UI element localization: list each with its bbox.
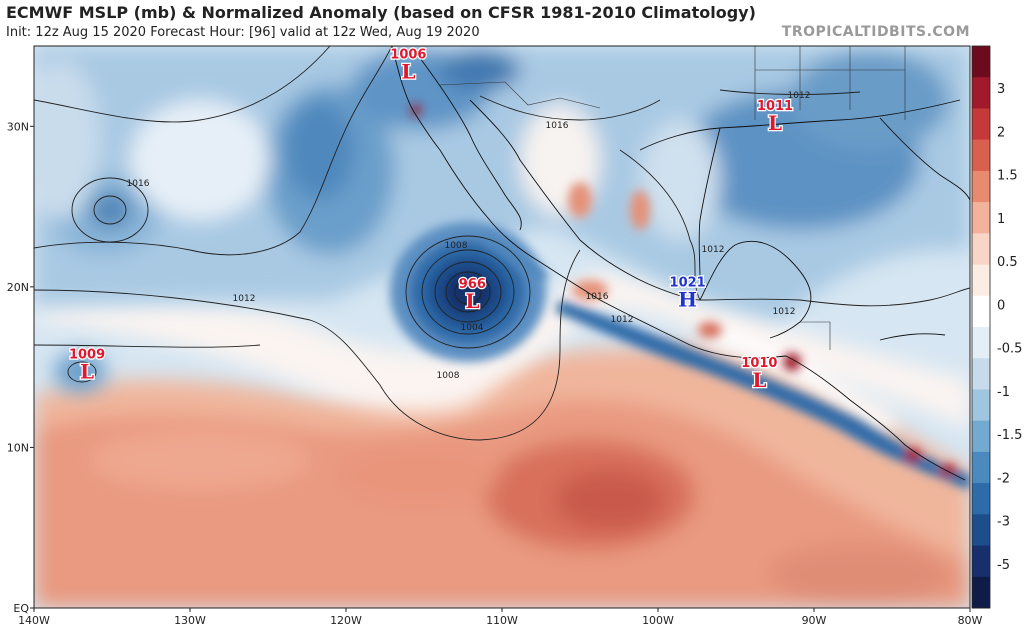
lon-tick-label: 130W [174, 614, 206, 627]
colorbar-swatch [972, 514, 990, 547]
colorbar-swatch [972, 46, 990, 78]
isobar-label: 1008 [437, 371, 460, 381]
coastlines [391, 46, 970, 481]
colorbar: 3 2 1.5 1 0.5 0 -0.5 -1 -1.5 -2 -3 -5 [971, 45, 1022, 609]
lon-tick-label: 80W [958, 614, 983, 627]
lon-tick-label: 140W [18, 614, 50, 627]
system-pressure-label: 1011 [757, 99, 793, 114]
latitude-axis: EQ 10N 20N 30N [7, 120, 34, 615]
chart-title: ECMWF MSLP (mb) & Normalized Anomaly (ba… [6, 3, 756, 22]
colorbar-tick-label: 0 [997, 298, 1005, 313]
colorbar-tick-label: -5 [997, 558, 1010, 573]
warm-anomaly-field [34, 345, 970, 608]
system-pressure-label: 1009 [69, 348, 105, 363]
isobar-label: 1012 [773, 307, 796, 317]
colorbar-tick-label: 3 [997, 82, 1005, 97]
colorbar-swatch [972, 451, 990, 484]
colorbar-frame [971, 45, 991, 609]
isobar-label: 1016 [127, 179, 150, 189]
colorbar-swatch [972, 202, 990, 234]
colorbar-swatch [972, 358, 990, 390]
lat-tick-label: 10N [7, 441, 29, 454]
colorbar-tick-label: 1 [997, 212, 1005, 227]
colorbar-swatch [972, 77, 990, 109]
colorbar-swatch [972, 483, 990, 515]
system-type-label: L [465, 289, 479, 313]
lon-tick-label: 100W [642, 614, 674, 627]
system-type-label: L [80, 360, 94, 384]
colorbar-tick-label: -3 [997, 515, 1010, 530]
lon-tick-label: 90W [802, 614, 827, 627]
isobar-label: 1012 [788, 91, 811, 101]
colorbar-tick-label: 1.5 [997, 169, 1018, 184]
isobar-label: 1016 [546, 121, 569, 131]
system-type-label: L [401, 59, 415, 83]
colorbar-tick-label: -2 [997, 471, 1010, 486]
colorbar-swatch [972, 295, 990, 328]
isobar-label: 1012 [702, 245, 725, 255]
isobar-label: 1004 [461, 323, 484, 333]
system-type-label: H [678, 287, 697, 311]
lon-tick-label: 110W [486, 614, 518, 627]
isobar-label-group: 1016 1016 1012 1012 1008 1008 1004 1012 … [127, 91, 811, 381]
lon-tick-label: 120W [330, 614, 362, 627]
colorbar-tick-label: -1.5 [997, 428, 1022, 443]
isobar-label: 1008 [445, 241, 468, 251]
system-pressure-label: 1021 [670, 275, 706, 290]
colorbar-tick-label: 2 [997, 125, 1005, 140]
system-type-label: L [768, 111, 782, 135]
colorbar-swatch [972, 139, 990, 172]
colorbar-swatch [972, 389, 990, 422]
colorbar-tick-label: 0.5 [997, 255, 1018, 270]
colorbar-swatch [972, 170, 990, 203]
colorbar-tick-label: -0.5 [997, 342, 1022, 357]
colorbar-swatch [972, 233, 990, 266]
isobars [34, 46, 970, 441]
colorbar-swatch [972, 545, 990, 578]
longitude-axis: 140W 130W 120W 110W 100W 90W 80W [18, 608, 983, 627]
chart-subtitle: Init: 12z Aug 15 2020 Forecast Hour: [96… [6, 25, 480, 40]
colorbar-swatch [972, 420, 990, 453]
colorbar-swatch [972, 576, 990, 609]
system-type-label: L [752, 368, 766, 392]
lat-tick-label: EQ [13, 602, 29, 615]
colorbar-swatch [972, 327, 990, 359]
lat-tick-label: 20N [7, 281, 29, 294]
system-pressure-label: 1010 [741, 356, 777, 371]
colorbar-swatch [972, 108, 990, 141]
isobar-label: 1016 [586, 292, 609, 302]
brand-watermark: TROPICALTIDBITS.COM [781, 24, 970, 40]
system-pressure-label: 966 [459, 277, 486, 292]
map-plot-area: 1016 1016 1012 1012 1008 1008 1004 1012 … [34, 46, 970, 608]
system-pressure-label: 1006 [390, 47, 426, 62]
isobar-label: 1012 [611, 315, 634, 325]
colorbar-tick-label: -1 [997, 385, 1010, 400]
borders [439, 46, 906, 350]
colorbar-swatch [972, 264, 990, 297]
isobar-label: 1012 [233, 294, 256, 304]
lat-tick-label: 30N [7, 120, 29, 133]
